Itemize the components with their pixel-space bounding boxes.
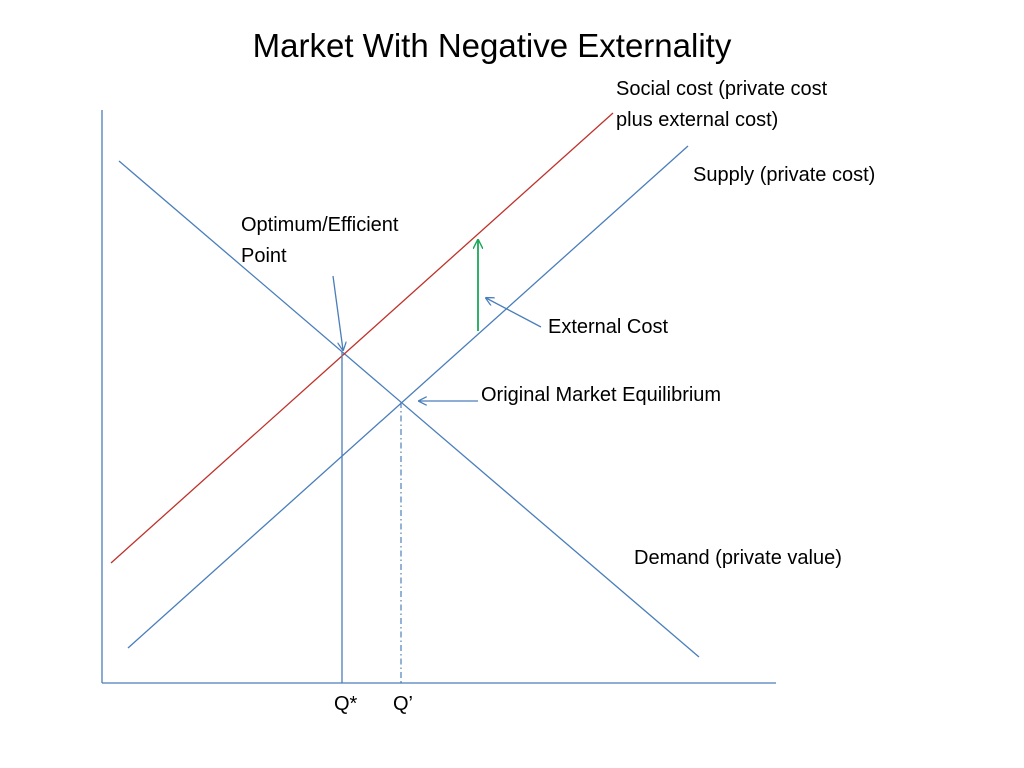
social-cost-label-line2: plus external cost) bbox=[616, 109, 779, 131]
original-equilibrium-label: Original Market Equilibrium bbox=[481, 384, 722, 406]
supply-label: Supply (private cost) bbox=[693, 164, 876, 186]
q-star-label: Q* bbox=[334, 693, 358, 715]
supply-curve bbox=[127, 145, 689, 649]
optimum-label-line2: Point bbox=[241, 245, 287, 267]
external-cost-label: External Cost bbox=[548, 316, 669, 338]
optimum-pointer-arrow bbox=[332, 275, 343, 350]
social-cost-label-line1: Social cost (private cost bbox=[616, 78, 828, 100]
demand-label: Demand (private value) bbox=[634, 547, 842, 569]
q-prime-label: Q’ bbox=[393, 693, 413, 715]
optimum-label-line1: Optimum/Efficient bbox=[241, 214, 399, 236]
demand-curve bbox=[118, 160, 700, 658]
social-cost-curve bbox=[110, 112, 614, 564]
external-cost-pointer-arrow bbox=[486, 298, 542, 328]
slide-title: Market With Negative Externality bbox=[252, 27, 732, 64]
